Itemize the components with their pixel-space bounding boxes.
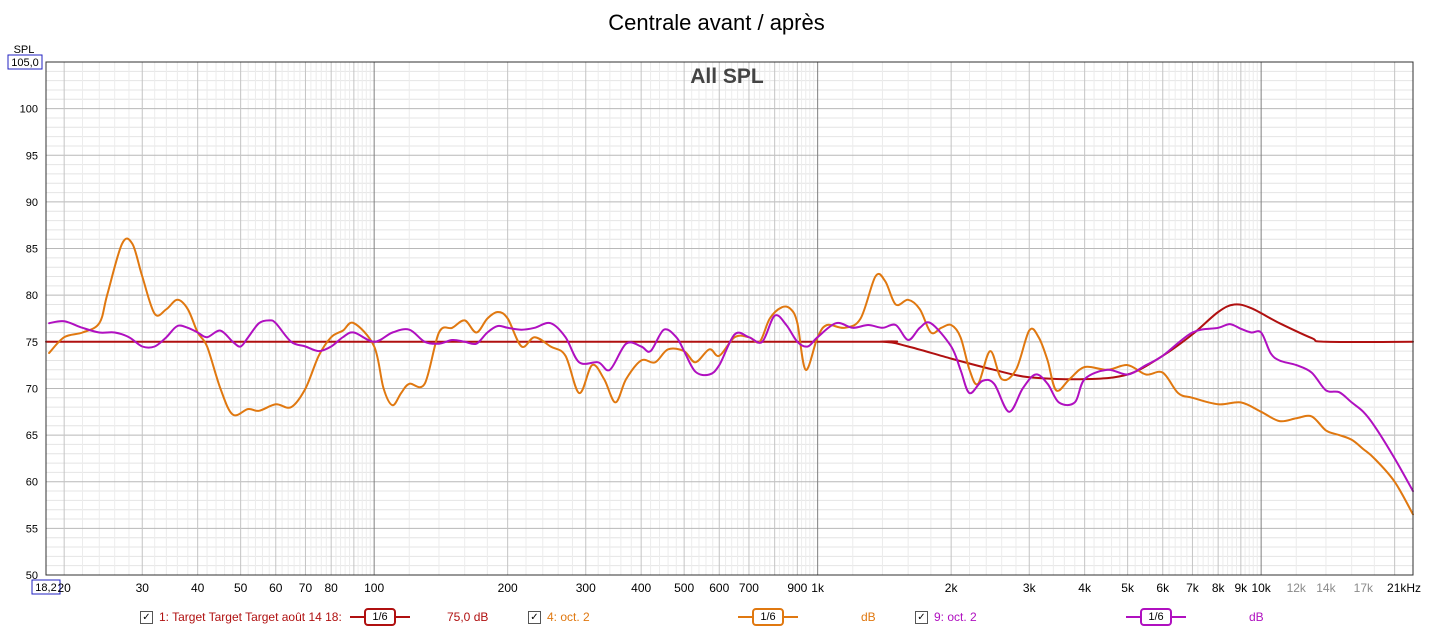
legend-item-target[interactable]: ✓ 1: Target Target Target août 14 18: xyxy=(140,606,342,628)
y-tick-label: 90 xyxy=(26,197,38,209)
x-tick-label: 12k xyxy=(1287,581,1307,595)
x-tick-label: 600 xyxy=(709,581,729,595)
x-left-readout-text: 18,2 xyxy=(35,582,56,594)
x-tick-label: 300 xyxy=(576,581,596,595)
x-tick-label: 80 xyxy=(324,581,338,595)
x-tick-label: 100 xyxy=(364,581,384,595)
plot-subtitle: All SPL xyxy=(690,65,764,88)
series-line-3 xyxy=(48,314,1414,493)
y-tick-label: 100 xyxy=(20,104,38,116)
y-top-readout-text: 105,0 xyxy=(11,57,39,69)
x-tick-label: 900 xyxy=(787,581,807,595)
x-tick-label: 6k xyxy=(1156,581,1170,595)
legend-label-target: 1: Target Target Target août 14 18: xyxy=(159,610,342,624)
x-tick-label: 60 xyxy=(269,581,283,595)
series-layer xyxy=(45,237,1414,516)
legend-smoothing-target-label: 1/6 xyxy=(364,608,396,626)
legend-label-oct2-b: 9: oct. 2 xyxy=(934,610,977,624)
x-tick-label: 1k xyxy=(811,581,825,595)
y-tick-label: 95 xyxy=(26,150,38,162)
x-tick-label: 7k xyxy=(1186,581,1200,595)
y-tick-labels: 50 55 60 65 70 75 80 85 90 95 100 xyxy=(20,104,38,582)
legend-smoothing-oct2-b[interactable]: 1/6 xyxy=(1126,608,1186,626)
y-tick-label: 55 xyxy=(26,523,38,535)
y-tick-label: 65 xyxy=(26,430,38,442)
x-tick-label: 30 xyxy=(136,581,150,595)
legend-value-target: 75,0 dB xyxy=(447,610,489,624)
grid-minor xyxy=(46,62,1413,575)
plot-area[interactable]: All SPL SPL 105,0 18,2 50 55 60 65 70 75 80 85 9… xyxy=(0,0,1433,605)
y-tick-label: 50 xyxy=(26,570,38,582)
y-tick-label: 70 xyxy=(26,383,38,395)
legend-value-oct2-b: dB xyxy=(1249,610,1264,624)
legend-smoothing-oct2-b-label: 1/6 xyxy=(1140,608,1172,626)
series-line-2 xyxy=(48,237,1414,516)
x-tick-labels: 20 30 40 50 60 70 80 100 200 300 400 500 600 700 900 1k… xyxy=(57,581,1421,595)
x-tick-label: 5k xyxy=(1121,581,1135,595)
legend: ✓ 1: Target Target Target août 14 18: 1/… xyxy=(0,606,1433,630)
x-tick-label: 3k xyxy=(1023,581,1037,595)
x-left-readout[interactable]: 18,2 xyxy=(31,579,61,595)
legend-item-oct2-a[interactable]: ✓ 4: oct. 2 xyxy=(528,606,590,628)
legend-item-oct2-b[interactable]: ✓ 9: oct. 2 xyxy=(915,606,977,628)
x-tick-label: 700 xyxy=(739,581,759,595)
x-tick-label: 4k xyxy=(1078,581,1092,595)
y-top-readout[interactable]: 105,0 xyxy=(7,54,43,70)
x-tick-label: 20 xyxy=(57,581,71,595)
x-tick-label: 400 xyxy=(631,581,651,595)
x-tick-label: 9k xyxy=(1235,581,1249,595)
legend-smoothing-oct2-a[interactable]: 1/6 xyxy=(738,608,798,626)
x-tick-label: 200 xyxy=(498,581,518,595)
x-tick-label: 70 xyxy=(299,581,313,595)
x-tick-label: 2k xyxy=(945,581,959,595)
y-tick-label: 85 xyxy=(26,244,38,256)
legend-label-oct2-a: 4: oct. 2 xyxy=(547,610,590,624)
legend-checkbox-target[interactable]: ✓ xyxy=(140,610,153,624)
legend-checkbox-oct2-b[interactable]: ✓ xyxy=(915,610,928,624)
y-tick-label: 60 xyxy=(26,477,38,489)
legend-smoothing-oct2-a-label: 1/6 xyxy=(752,608,784,626)
x-tick-label: 500 xyxy=(674,581,694,595)
x-tick-label: 10k xyxy=(1251,581,1271,595)
y-tick-label: 75 xyxy=(26,337,38,349)
x-tick-label: 17k xyxy=(1354,581,1374,595)
legend-smoothing-target[interactable]: 1/6 xyxy=(350,608,410,626)
x-tick-label: 21kHz xyxy=(1387,581,1421,595)
y-tick-label: 80 xyxy=(26,290,38,302)
legend-checkbox-oct2-a[interactable]: ✓ xyxy=(528,610,541,624)
y-axis-label: SPL xyxy=(14,44,35,56)
x-tick-label: 14k xyxy=(1316,581,1336,595)
chart-title: Centrale avant / après xyxy=(608,10,825,35)
x-tick-label: 40 xyxy=(191,581,205,595)
x-tick-label: 8k xyxy=(1212,581,1226,595)
legend-value-oct2-a: dB xyxy=(861,610,876,624)
x-tick-label: 50 xyxy=(234,581,248,595)
series-line-1 xyxy=(45,303,1414,381)
